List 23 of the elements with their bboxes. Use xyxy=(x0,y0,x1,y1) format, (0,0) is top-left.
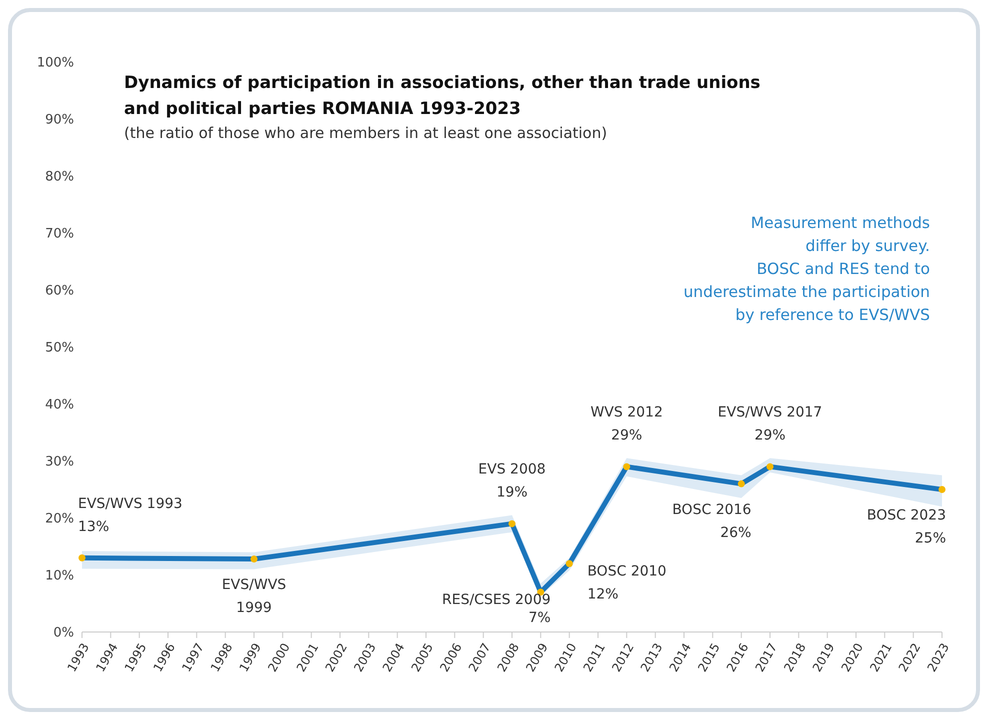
y-tick-label: 80% xyxy=(45,170,74,185)
y-tick-label: 60% xyxy=(45,284,74,299)
annotation: EVS/WVS 1999 xyxy=(222,577,286,616)
y-tick-label: 40% xyxy=(45,398,74,413)
y-tick-label: 0% xyxy=(53,626,74,641)
annotation: Measurement methods differ by survey. BOSC and RES tend to underestimate the participation by reference to EVS/WVS xyxy=(683,213,930,326)
y-tick-label: 30% xyxy=(45,454,74,470)
annotation: BOSC 2023 25% xyxy=(866,508,946,546)
annotation: BOSC 2016 26% xyxy=(672,502,752,541)
annotation: RES/CSES 2009 7% xyxy=(442,592,551,626)
y-tick-label: 100% xyxy=(36,56,74,71)
annotation: EVS/WVS 2017 29% xyxy=(718,404,822,444)
y-tick-label: 50% xyxy=(45,340,74,356)
text: (the ratio of those who are members in at least one association) xyxy=(124,123,608,144)
annotation: EVS/WVS 1993 13% xyxy=(78,496,182,535)
y-tick-label: 20% xyxy=(45,512,74,527)
annotation: BOSC 2010 12% xyxy=(587,564,666,603)
y-tick-label: 90% xyxy=(45,112,74,128)
text: Dynamics of participation in associations, other than trade unions and political parties ROMANIA 1993-2023 xyxy=(124,72,760,121)
annotation: EVS 2008 19% xyxy=(478,462,546,501)
annotation: WVS 2012 29% xyxy=(590,404,663,444)
y-tick-label: 70% xyxy=(45,226,74,242)
y-tick-label: 10% xyxy=(45,568,74,584)
